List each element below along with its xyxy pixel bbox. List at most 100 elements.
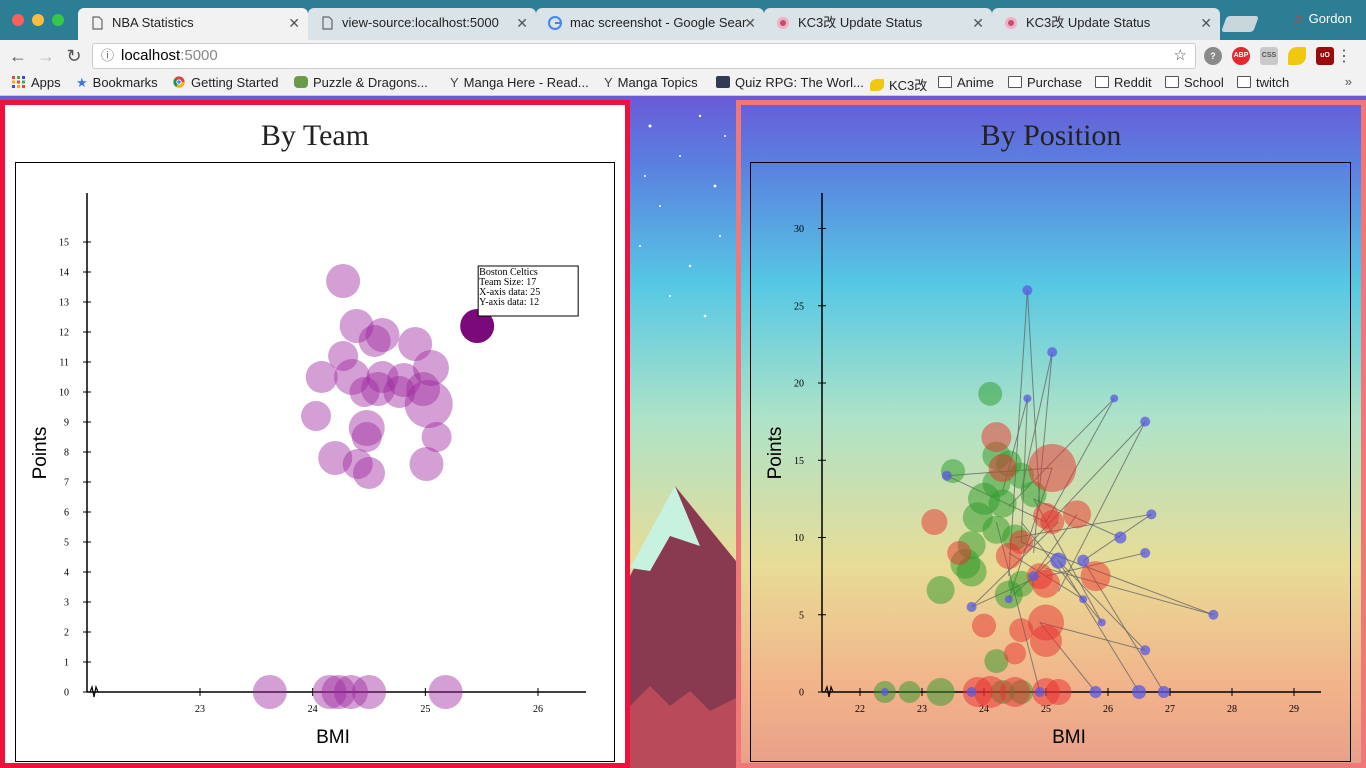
by-position-title: By Position [980,119,1122,152]
address-bar[interactable]: ⓘ localhost:5000 ☆ [92,43,1196,69]
tooltip-line: Boston Celtics [479,267,538,278]
bookmark-puzzle-dragons[interactable]: Puzzle & Dragons... [294,75,428,90]
link-line [1058,560,1146,651]
team-point [421,422,452,452]
by-position-scatter-chart: 0 5 10 15 20 25 30 22 23 24 25 26 27 28 29 BMI Points [765,193,1321,748]
tab-view-source[interactable]: view-source:localhost:5000 ✕ [308,8,536,40]
green-series-point [956,556,987,587]
bookmark-folder-anime[interactable]: Anime [938,75,994,90]
bookmark-label: twitch [1256,75,1290,90]
bookmark-label: Reddit [1114,75,1152,90]
bookmark-getting-started[interactable]: Getting Started [172,75,278,90]
bookmark-label: Apps [31,75,61,90]
bookmark-star-icon[interactable]: ☆ [1173,47,1187,64]
x-tick-label: 22 [855,704,865,715]
close-tab-icon[interactable]: ✕ [288,15,300,31]
team-point [349,377,380,407]
x-tick-label: 24 [308,704,318,715]
red-series-point [921,509,948,536]
team-point [334,359,371,395]
bookmark-manga-topics[interactable]: Y Manga Topics [604,75,698,90]
bookmark-folder-purchase[interactable]: Purchase [1008,75,1082,90]
close-tab-icon[interactable]: ✕ [1200,15,1212,31]
bookmark-apps[interactable]: Apps [12,75,61,90]
bookmark-quiz-rpg[interactable]: Quiz RPG: The Worl... [716,75,864,90]
bookmark-label: Manga Here - Read... [463,75,589,90]
bookmark-folder-school[interactable]: School [1165,75,1224,90]
y-tick-label: 6 [64,508,69,519]
tab-google-search[interactable]: mac screenshot - Google Sear ✕ [536,8,764,40]
team-point [383,376,416,408]
team-point [361,372,396,406]
extension-label: uO [1320,52,1330,59]
blue-series-point [1140,645,1151,656]
red-series-point [988,453,1017,482]
x-tick-label: 29 [1289,704,1299,715]
y-tick-label: 14 [59,268,69,279]
kc3-extension-icon[interactable] [1288,47,1306,65]
y-tick-label: 1 [64,658,69,669]
y-tick-label: 2 [64,628,69,639]
team-point [428,675,463,709]
close-tab-icon[interactable]: ✕ [516,15,528,31]
by-team-title: By Team [260,119,370,152]
bookmark-folder-reddit[interactable]: Reddit [1095,75,1152,90]
y-tick-label: 3 [64,598,69,609]
browser-menu-icon[interactable]: ⋮ [1336,48,1352,65]
bookmark-kc3[interactable]: KC3改 [870,75,927,94]
reload-button[interactable]: ↻ [66,46,82,66]
maximize-window-button[interactable] [52,14,64,26]
folder-icon [938,76,952,88]
close-tab-icon[interactable]: ✕ [744,15,756,31]
x-axis-title: BMI [1052,727,1086,748]
y-tick-label: 30 [794,224,804,235]
team-point [342,449,373,479]
forward-button[interactable]: → [37,46,55,66]
team-point [366,361,399,393]
x-tick-label: 23 [195,704,205,715]
blue-series-point [1034,687,1045,697]
css-extension-icon[interactable]: CSS [1260,47,1278,65]
manga-icon: Y [604,75,613,90]
ublock-extension-icon[interactable]: uO [1316,47,1334,65]
red-series-point [995,543,1022,570]
blue-series-point [880,688,889,696]
team-point [312,675,347,709]
bookmark-bookmarks[interactable]: ★ Bookmarks [76,75,158,91]
blue-series-point [966,602,977,613]
extension-label: ABP [1233,52,1249,59]
close-tab-icon[interactable]: ✕ [972,15,984,31]
extension-label: ? [1210,51,1216,61]
tab-kc3-update-status-2[interactable]: KC3改 Update Status ✕ [992,8,1220,40]
bookmark-folder-twitch[interactable]: twitch [1237,75,1289,90]
kc3-icon [777,17,789,29]
browser-toolbar: ← → ↻ ⓘ localhost:5000 ☆ ? ABP CSS uO ⋮ [0,40,1366,72]
by-position-panel: By Position 0 5 10 15 20 25 30 22 23 24 25 26 27 28 29… [736,100,1366,768]
blue-series-point [1140,547,1151,558]
bookmarks-overflow-button[interactable]: » [1345,74,1352,89]
back-button[interactable]: ← [9,46,27,66]
team-point [252,675,287,709]
tab-nba-statistics[interactable]: NBA Statistics ✕ [78,8,308,40]
red-series-point [1028,443,1077,492]
minimize-window-button[interactable] [32,14,44,26]
close-window-button[interactable] [12,14,24,26]
team-point [386,363,421,397]
link-line [1057,421,1146,592]
tab-label: NBA Statistics [112,15,194,30]
bookmark-manga-here[interactable]: Y Manga Here - Read... [450,75,589,90]
team-point [305,361,338,393]
new-tab-button[interactable] [1221,16,1259,32]
info-icon[interactable]: ⓘ [101,48,115,63]
adblock-extension-icon[interactable]: ABP [1232,47,1250,65]
overflow-label: » [1344,74,1352,89]
profile-button[interactable]: ♫ Gordon [1293,11,1352,26]
tab-kc3-update-status-1[interactable]: KC3改 Update Status ✕ [764,8,992,40]
y-tick-label: 15 [794,456,804,467]
team-point [398,327,433,361]
help-extension-icon[interactable]: ? [1204,47,1222,65]
red-series-point [1004,642,1026,665]
y-tick-label: 0 [64,688,69,699]
tooltip-line: Y-axis data: 12 [479,297,539,308]
y-tick-label: 7 [64,478,69,489]
